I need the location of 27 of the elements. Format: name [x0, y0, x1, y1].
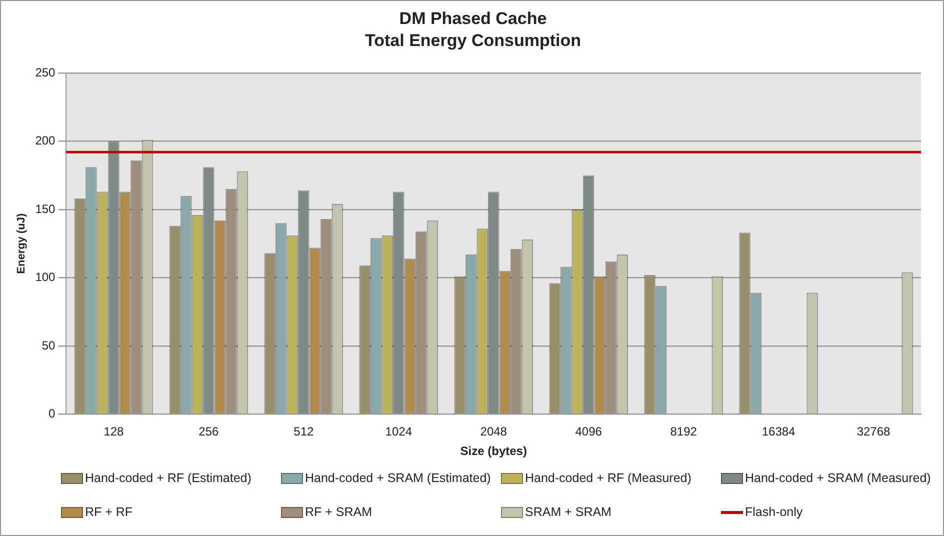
x-tick-label: 512	[294, 424, 314, 439]
y-tick-label: 100	[35, 270, 56, 284]
legend-label: Hand-coded + RF (Estimated)	[85, 471, 252, 485]
y-tick-label: 150	[35, 202, 56, 216]
chart-subtitle: Total Energy Consumption	[364, 31, 582, 51]
y-tick-label: 200	[35, 134, 56, 148]
x-tick-label: 4096	[575, 424, 602, 439]
y-tick-label: 50	[42, 338, 56, 352]
x-tick-label: 256	[198, 424, 220, 439]
x-tick-label: 1024	[385, 424, 412, 439]
legend-label: Hand-coded + SRAM (Estimated)	[305, 471, 491, 485]
x-tick-label: 16384	[762, 424, 796, 439]
y-tick-label: 0	[48, 406, 56, 421]
legend-label: SRAM + SRAM	[525, 505, 612, 519]
x-axis-title: Size (bytes)	[460, 444, 527, 458]
x-tick-label: 32768	[856, 424, 891, 439]
chart-title: DM Phased Cache	[398, 9, 548, 29]
x-tick-label: 128	[104, 424, 124, 439]
x-tick-label: 2048	[480, 424, 508, 439]
legend-label: RF + RF	[85, 505, 133, 519]
legend-label: Flash-only	[745, 505, 803, 519]
y-axis-title: Energy (uJ)	[16, 213, 28, 274]
y-tick-label: 250	[35, 65, 56, 80]
x-tick-label: 8192	[670, 424, 698, 439]
legend-label: RF + SRAM	[305, 505, 372, 519]
legend-label: Hand-coded + SRAM (Measured)	[745, 471, 931, 485]
legend-label: Hand-coded + RF (Measured)	[525, 471, 692, 485]
